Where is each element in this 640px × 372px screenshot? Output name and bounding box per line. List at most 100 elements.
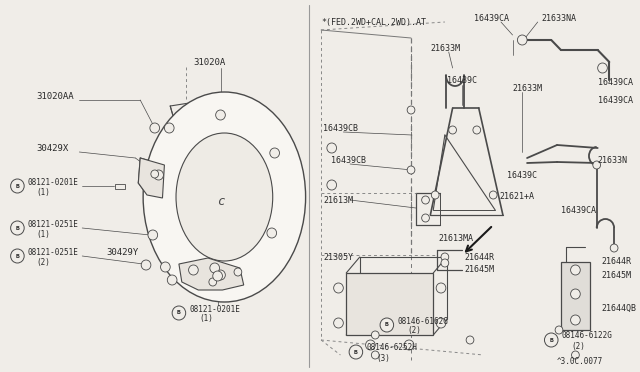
Text: 21644R: 21644R: [602, 257, 632, 266]
Circle shape: [407, 166, 415, 174]
Circle shape: [517, 35, 527, 45]
Polygon shape: [138, 158, 164, 198]
Text: 16439CA: 16439CA: [561, 205, 596, 215]
Circle shape: [150, 123, 159, 133]
Circle shape: [422, 196, 429, 204]
Text: B: B: [177, 311, 180, 315]
Bar: [115, 183, 125, 189]
Text: B: B: [385, 323, 388, 327]
Text: 31020A: 31020A: [193, 58, 226, 67]
Text: B: B: [354, 350, 358, 355]
Circle shape: [571, 265, 580, 275]
Bar: [561, 262, 590, 330]
Circle shape: [172, 306, 186, 320]
Text: 21644QB: 21644QB: [602, 304, 637, 312]
Circle shape: [436, 318, 446, 328]
Text: 31020AA: 31020AA: [36, 92, 74, 100]
Text: 08121-0251E: 08121-0251E: [27, 247, 78, 257]
Circle shape: [571, 315, 580, 325]
Circle shape: [422, 214, 429, 222]
Text: 16439C: 16439C: [507, 170, 537, 180]
Circle shape: [154, 170, 163, 180]
Text: 21613MA: 21613MA: [438, 234, 473, 243]
Text: ^3.0C.0077: ^3.0C.0077: [557, 357, 604, 366]
Text: 08146-6162G: 08146-6162G: [397, 317, 449, 326]
Circle shape: [545, 333, 558, 347]
Circle shape: [234, 268, 242, 276]
Text: 21644R: 21644R: [464, 253, 494, 263]
Text: 21645M: 21645M: [464, 266, 494, 275]
Circle shape: [164, 123, 174, 133]
Text: B: B: [549, 337, 553, 343]
Text: 21613M: 21613M: [323, 196, 353, 205]
Text: 21633NA: 21633NA: [541, 13, 577, 22]
Text: 30429X: 30429X: [36, 144, 69, 153]
Circle shape: [333, 283, 343, 293]
Circle shape: [210, 263, 220, 273]
Circle shape: [216, 270, 225, 280]
Text: B: B: [15, 183, 19, 189]
Text: (1): (1): [36, 187, 51, 196]
Circle shape: [11, 249, 24, 263]
Circle shape: [212, 271, 223, 281]
Text: 21633M: 21633M: [430, 44, 460, 52]
Bar: [346, 273, 433, 335]
Text: 21305Y: 21305Y: [323, 253, 353, 263]
Circle shape: [473, 126, 481, 134]
Ellipse shape: [176, 133, 273, 261]
Circle shape: [365, 340, 375, 350]
Text: B: B: [15, 225, 19, 231]
Text: (1): (1): [199, 314, 213, 324]
Circle shape: [151, 170, 159, 178]
Text: 08146-6122G: 08146-6122G: [562, 331, 612, 340]
Text: c: c: [217, 195, 224, 208]
Circle shape: [431, 191, 439, 199]
Text: 16439CA: 16439CA: [474, 13, 509, 22]
Text: *(FED.2WD+CAL.2WD).AT: *(FED.2WD+CAL.2WD).AT: [321, 17, 426, 26]
Text: 16439CA: 16439CA: [598, 96, 633, 105]
Circle shape: [371, 331, 379, 339]
Text: (1): (1): [36, 230, 51, 238]
Circle shape: [441, 259, 449, 267]
Circle shape: [327, 143, 337, 153]
Circle shape: [161, 262, 170, 272]
Text: 08146-6252H: 08146-6252H: [367, 343, 417, 353]
Circle shape: [611, 244, 618, 252]
Text: (2): (2): [572, 341, 586, 350]
Text: 16439CA: 16439CA: [598, 77, 633, 87]
Text: 16439CB: 16439CB: [331, 155, 365, 164]
Circle shape: [593, 161, 600, 169]
Circle shape: [441, 253, 449, 261]
Ellipse shape: [143, 92, 306, 302]
Circle shape: [216, 110, 225, 120]
Circle shape: [189, 265, 198, 275]
Circle shape: [404, 340, 414, 350]
Circle shape: [436, 283, 446, 293]
Circle shape: [490, 191, 497, 199]
Text: 21633M: 21633M: [513, 83, 543, 93]
Text: 21645M: 21645M: [602, 272, 632, 280]
Text: 08121-0201E: 08121-0201E: [27, 177, 78, 186]
Circle shape: [333, 318, 343, 328]
Circle shape: [11, 221, 24, 235]
Circle shape: [466, 336, 474, 344]
Circle shape: [209, 278, 216, 286]
Circle shape: [380, 318, 394, 332]
Text: 21633N: 21633N: [598, 155, 628, 164]
Text: 30429Y: 30429Y: [106, 247, 139, 257]
Circle shape: [267, 228, 276, 238]
Text: 16439C: 16439C: [447, 76, 477, 84]
Text: B: B: [15, 253, 19, 259]
Text: (2): (2): [36, 257, 51, 266]
Circle shape: [349, 345, 363, 359]
Text: (3): (3): [376, 353, 390, 362]
Circle shape: [11, 179, 24, 193]
Circle shape: [598, 63, 607, 73]
Text: (2): (2): [407, 327, 421, 336]
Circle shape: [148, 230, 157, 240]
Circle shape: [572, 351, 579, 359]
Circle shape: [571, 289, 580, 299]
Circle shape: [141, 260, 151, 270]
Polygon shape: [179, 258, 244, 290]
Circle shape: [371, 351, 379, 359]
